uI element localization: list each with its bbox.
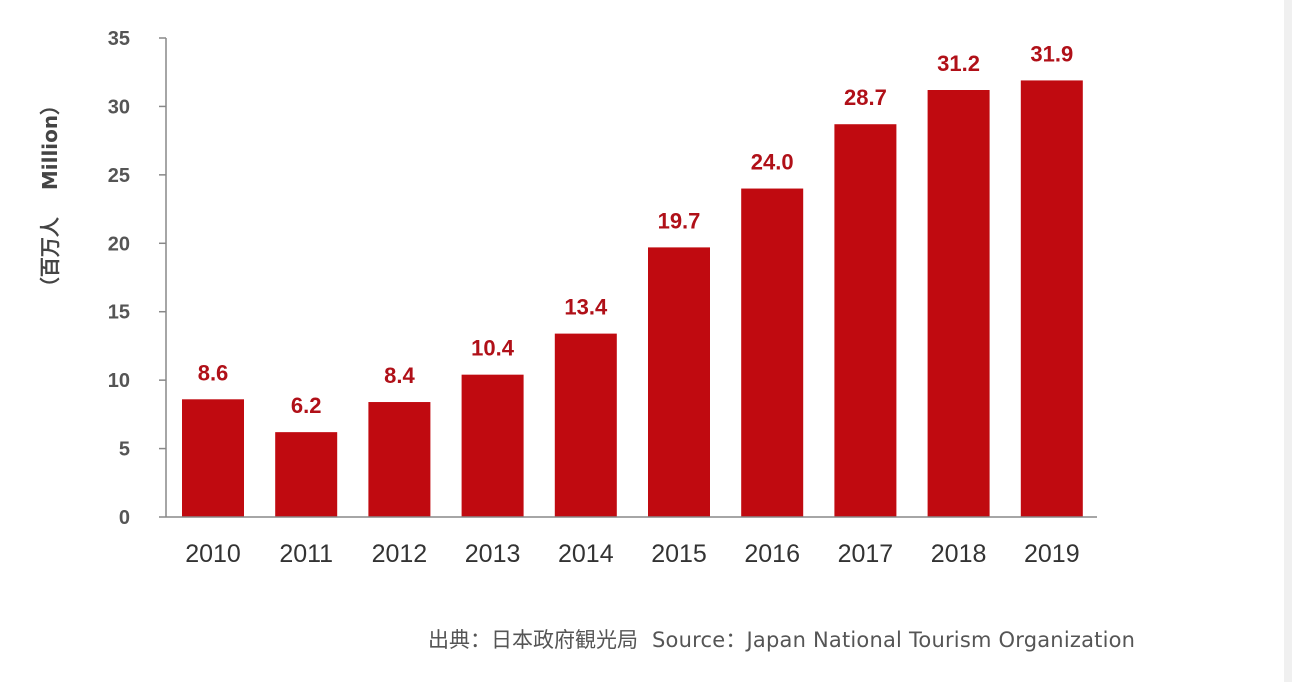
bar [275, 432, 338, 517]
y-tick-label: 10 [108, 370, 130, 392]
bar-value-label: 24.0 [751, 150, 794, 175]
y-tick-label: 25 [108, 165, 130, 187]
bar-value-label: 8.4 [384, 363, 415, 388]
source-english: Source：Japan National Tourism Organizati… [652, 628, 1136, 652]
y-tick-label: 20 [108, 233, 130, 255]
y-tick-label: 15 [108, 302, 130, 324]
y-tick-label: 35 [108, 28, 130, 50]
y-axis-ticks: 0 5 10 15 20 25 30 35 [108, 28, 166, 529]
x-tick-label: 2019 [1024, 540, 1080, 568]
x-tick-label: 2015 [651, 540, 707, 568]
y-tick-label: 30 [108, 96, 130, 118]
bar [834, 124, 897, 517]
value-labels: 8.6 6.2 8.4 10.4 13.4 19.7 24.0 28.7 31.2 31.9 [198, 41, 1074, 418]
bar [1020, 80, 1083, 517]
bar-value-label: 31.2 [937, 51, 980, 76]
bar [368, 402, 431, 517]
x-tick-label: 2013 [465, 540, 521, 568]
bar-value-label: 10.4 [471, 336, 515, 361]
x-tick-label: 2011 [279, 540, 333, 568]
bar-value-label: 13.4 [564, 295, 608, 320]
x-tick-label: 2018 [931, 540, 987, 568]
bar [927, 90, 990, 518]
y-tick-label: 0 [119, 507, 130, 529]
bar [461, 374, 524, 517]
x-tick-label: 2012 [372, 540, 428, 568]
bar-value-label: 6.2 [291, 393, 322, 418]
x-tick-label: 2016 [744, 540, 800, 568]
source-japanese: 出典：日本政府観光局 [428, 628, 638, 652]
scrollbar-track [1284, 0, 1292, 682]
x-tick-label: 2010 [185, 540, 241, 568]
bar-value-label: 28.7 [844, 85, 887, 110]
bar [182, 399, 244, 517]
bar [554, 333, 617, 517]
bar [741, 188, 804, 518]
bars [182, 80, 1083, 518]
x-tick-label: 2017 [838, 540, 894, 568]
bar [648, 247, 710, 518]
x-tick-label: 2014 [558, 540, 614, 568]
bar-value-label: 19.7 [658, 208, 701, 233]
y-axis-title: （百万人 Million） [38, 95, 62, 297]
y-tick-label: 5 [119, 439, 130, 461]
bar-value-label: 31.9 [1030, 41, 1073, 66]
bar-value-label: 8.6 [198, 360, 229, 385]
source-caption: 出典：日本政府観光局 Source：Japan National Tourism … [428, 624, 1135, 654]
x-axis-labels: 2010 2011 2012 2013 2014 2015 2016 2017 2018 2019 [185, 540, 1079, 568]
